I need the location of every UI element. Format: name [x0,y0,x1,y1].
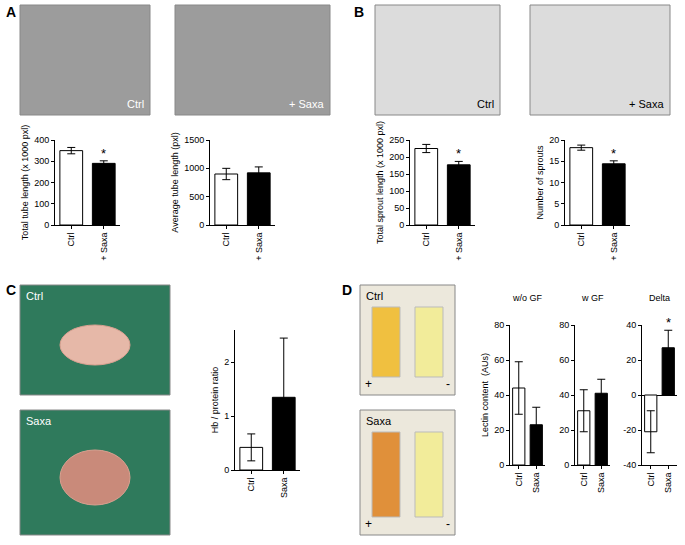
svg-text:0: 0 [499,460,504,470]
svg-text:+: + [365,517,372,531]
svg-text:+ Saxa: + Saxa [99,233,109,261]
svg-text:C: C [6,282,16,298]
svg-text:Total tube length (x 1000 pxl): Total tube length (x 1000 pxl) [20,125,30,241]
svg-text:150: 150 [389,169,404,179]
svg-text:Lectin content (AUs): Lectin content (AUs) [480,353,490,437]
svg-text:w GF: w GF [581,293,604,303]
svg-text:Ctrl: Ctrl [26,290,43,302]
svg-text:*: * [456,146,461,161]
svg-text:20: 20 [626,355,636,365]
svg-text:D: D [342,282,352,298]
svg-text:Ctrl: Ctrl [366,290,383,302]
svg-text:Ctrl: Ctrl [646,473,656,487]
svg-text:5: 5 [554,199,559,209]
svg-text:300: 300 [34,156,49,166]
svg-text:60: 60 [559,355,569,365]
svg-text:40: 40 [626,320,636,330]
svg-text:15: 15 [549,156,559,166]
svg-text:+ Saxa: + Saxa [609,233,619,261]
svg-text:0: 0 [554,220,559,230]
svg-text:+ Saxa: + Saxa [454,233,464,261]
svg-text:60: 60 [494,355,504,365]
svg-text:Number of sprouts: Number of sprouts [535,145,545,220]
svg-text:20: 20 [494,425,504,435]
svg-text:Ctrl: Ctrl [246,478,256,492]
svg-text:+: + [365,377,372,391]
svg-text:0: 0 [631,390,636,400]
svg-text:Delta: Delta [649,293,670,303]
svg-text:0: 0 [224,465,229,475]
svg-text:Saxa: Saxa [279,478,289,499]
svg-text:Saxa: Saxa [531,473,541,494]
svg-text:*: * [101,146,106,161]
svg-text:0: 0 [44,220,49,230]
svg-text:A: A [6,4,16,20]
svg-text:1: 1 [224,411,229,421]
svg-text:Ctrl: Ctrl [579,473,589,487]
svg-text:Ctrl: Ctrl [127,98,144,110]
svg-text:-: - [446,517,450,531]
svg-text:B: B [354,4,364,20]
svg-text:80: 80 [494,320,504,330]
svg-text:10: 10 [549,178,559,188]
svg-text:0: 0 [399,220,404,230]
svg-text:100: 100 [34,199,49,209]
svg-text:Ctrl: Ctrl [514,473,524,487]
svg-text:2: 2 [224,357,229,367]
svg-text:+ Saxa: + Saxa [629,98,664,110]
svg-text:+ Saxa: + Saxa [254,233,264,261]
svg-text:Saxa: Saxa [596,473,606,494]
svg-text:40: 40 [494,390,504,400]
svg-text:-40: -40 [623,460,636,470]
svg-text:200: 200 [34,178,49,188]
svg-text:200: 200 [389,152,404,162]
svg-text:Saxa: Saxa [366,415,392,427]
svg-text:Ctrl: Ctrl [221,233,231,247]
svg-text:250: 250 [389,135,404,145]
svg-text:*: * [611,146,616,161]
svg-text:Ctrl: Ctrl [66,233,76,247]
svg-text:400: 400 [34,135,49,145]
svg-text:-20: -20 [623,425,636,435]
svg-text:40: 40 [559,390,569,400]
svg-text:Saxa: Saxa [663,473,673,494]
svg-text:1500: 1500 [184,135,204,145]
svg-text:-: - [446,377,450,391]
svg-text:500: 500 [189,192,204,202]
svg-text:Ctrl: Ctrl [576,233,586,247]
svg-text:Saxa: Saxa [26,415,52,427]
svg-text:0: 0 [564,460,569,470]
svg-text:Ctrl: Ctrl [477,98,494,110]
svg-text:Hb / protein ratio: Hb / protein ratio [210,367,220,434]
svg-text:1000: 1000 [184,163,204,173]
svg-text:Total sprout length (x 1000 px: Total sprout length (x 1000 pxl) [375,121,385,244]
svg-text:0: 0 [199,220,204,230]
svg-text:Average tube length (pxl): Average tube length (pxl) [170,132,180,232]
svg-text:80: 80 [559,320,569,330]
svg-text:20: 20 [549,135,559,145]
svg-text:w/o GF: w/o GF [512,293,543,303]
svg-text:100: 100 [389,186,404,196]
svg-text:20: 20 [559,425,569,435]
svg-text:*: * [666,315,671,330]
svg-text:50: 50 [394,203,404,213]
svg-text:+ Saxa: + Saxa [289,98,324,110]
svg-text:Ctrl: Ctrl [421,233,431,247]
